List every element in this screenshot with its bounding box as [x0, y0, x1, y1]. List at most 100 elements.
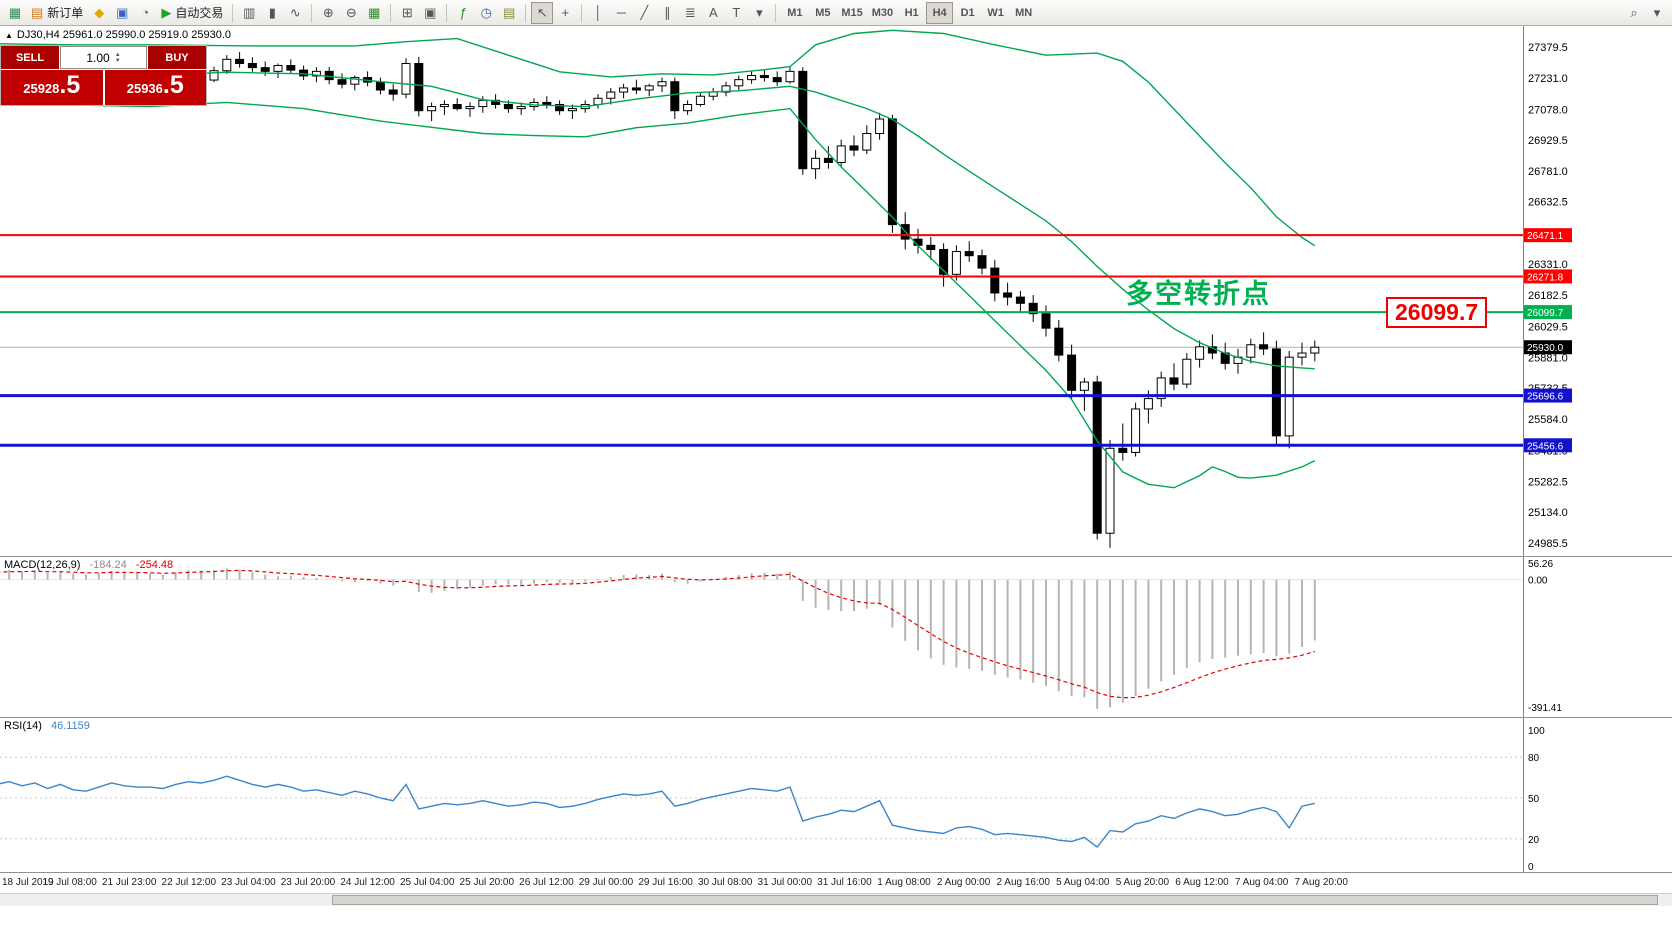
lot-stepper[interactable]: ▲ ▼ [115, 52, 121, 64]
rsi-chart[interactable]: 100 80 50 20 0 [0, 718, 1672, 872]
new-order-button[interactable]: ▤ 新订单 [27, 2, 87, 24]
time-label: 23 Jul 04:00 [221, 877, 276, 888]
price-axis-label: 27231.0 [1528, 73, 1568, 85]
candle-body [1259, 344, 1269, 350]
candle-body [951, 251, 961, 275]
fibonacci-button[interactable]: ≣ [679, 2, 701, 24]
candle-body [939, 248, 949, 275]
price-axis-label: 27078.0 [1528, 104, 1568, 116]
zoom-in-button[interactable]: ⊕ [317, 2, 339, 24]
trendline-button[interactable]: ╱ [633, 2, 655, 24]
candle-body [503, 103, 513, 110]
candle-body [1028, 302, 1038, 315]
candle-body [1246, 344, 1256, 358]
candle-body [375, 81, 385, 91]
lot-up-icon[interactable]: ▲ [114, 51, 121, 58]
label-icon: T [732, 5, 741, 20]
line-chart-button[interactable]: ∿ [284, 2, 306, 24]
toolbar-separator [775, 3, 777, 22]
rsi-panel: RSI(14) 46.1159 100 80 50 20 0 [0, 717, 1672, 872]
autotrading-button[interactable]: ▶ 自动交易 [157, 2, 227, 24]
templates-button[interactable]: ▤ [498, 2, 520, 24]
price-axis-label: 26182.5 [1528, 290, 1568, 302]
search-button[interactable]: ⌕ [1623, 2, 1645, 24]
candles [145, 52, 1320, 548]
periods-button[interactable]: ◷ [475, 2, 497, 24]
candle-body [222, 58, 232, 72]
tile-windows-button[interactable]: ⊞ [396, 2, 418, 24]
time-label: 5 Aug 20:00 [1115, 877, 1170, 888]
autotrading-icon: ▶ [161, 4, 172, 20]
channel-button[interactable]: ∥ [656, 2, 678, 24]
grid-button[interactable]: ▦ [363, 2, 385, 24]
horizontal-line-button[interactable]: ─ [610, 2, 632, 24]
candle-body [849, 145, 859, 151]
indicators-button[interactable]: ƒ [452, 2, 474, 24]
tf-m5-button[interactable]: M5 [815, 6, 831, 19]
candle-body [670, 81, 680, 112]
tf-m1-button[interactable]: M1 [787, 6, 803, 19]
candlestick-chart-button[interactable]: ▮ [261, 2, 283, 24]
rsi-value: 46.1159 [50, 720, 90, 732]
tf-m30-button[interactable]: M30 [871, 6, 894, 19]
data-window-button[interactable]: ▣ [111, 2, 133, 24]
tf-h1-button[interactable]: H1 [904, 6, 919, 19]
candle-body [606, 91, 616, 99]
new-chart-icon: ▦ [8, 4, 22, 20]
one-click-collapse-icon[interactable]: ▲ [5, 30, 13, 40]
grid-icon: ▦ [368, 4, 381, 20]
trade-prices-row: 25928.5 25936.5 [1, 70, 206, 105]
chart-title: ▲ DJ30,H4 25961.0 25990.0 25919.0 25930.… [5, 29, 231, 41]
macd-chart[interactable]: 56.26 0.00 -391.41 [0, 557, 1672, 717]
text-button[interactable]: A [702, 2, 724, 24]
macd-main-value: -184.24 [89, 559, 127, 571]
crosshair-button[interactable]: + [554, 2, 576, 24]
buy-price[interactable]: 25936.5 [104, 70, 206, 105]
candle-body [1054, 327, 1064, 356]
cursor-button[interactable]: ↖ [531, 1, 554, 24]
candle-body [683, 103, 693, 112]
rsi-scale-label: 0 [1528, 862, 1534, 872]
price-chart[interactable]: 27379.5 27231.0 27078.0 26929.5 26781.0 26632… [0, 26, 1672, 556]
rsi-name: RSI(14) [4, 720, 42, 732]
sell-price[interactable]: 25928.5 [1, 70, 103, 105]
price-axis-label: 26781.0 [1528, 166, 1568, 178]
strategy-tester-button[interactable]: ◔ [134, 2, 156, 24]
tf-m15-button[interactable]: M15 [841, 6, 863, 19]
vertical-line-button[interactable]: │ [587, 2, 609, 24]
rsi-line [0, 775, 1315, 848]
lot-down-icon[interactable]: ▼ [114, 57, 121, 64]
toolbar-separator [390, 3, 392, 22]
candle-body [555, 103, 565, 112]
vertical-line-icon: │ [594, 5, 603, 20]
new-chart-button[interactable]: ▦ [4, 2, 26, 24]
time-label: 18 Jul 2019 [2, 877, 54, 888]
candle-body [1003, 292, 1013, 298]
lot-size-value: 1.00 [86, 50, 110, 65]
more-button[interactable]: ▾ [1646, 2, 1668, 24]
scrollbar-thumb[interactable] [332, 895, 1658, 905]
tf-mn-button[interactable]: MN [1015, 6, 1033, 19]
price-axis-label: 26331.0 [1528, 259, 1568, 271]
time-axis[interactable]: 18 Jul 2019 19 Jul 08:00 21 Jul 23:00 22 Ju… [0, 872, 1672, 893]
metaeditor-button[interactable]: ◆ [88, 2, 110, 24]
candle-body [657, 81, 667, 87]
label-button[interactable]: T [725, 2, 747, 24]
auto-arrange-button[interactable]: ▣ [419, 2, 441, 24]
candle-body [875, 118, 885, 134]
candle-body [631, 87, 641, 91]
zoom-out-button[interactable]: ⊖ [340, 2, 362, 24]
sell-price-main: 25928 [23, 81, 60, 96]
shapes-button[interactable]: ▾ [748, 2, 770, 24]
candle-body [644, 85, 654, 91]
sell-button[interactable]: SELL [1, 46, 59, 69]
bar-chart-button[interactable]: ▥ [238, 2, 260, 24]
horizontal-scrollbar[interactable] [0, 893, 1672, 906]
tf-w1-button[interactable]: W1 [987, 6, 1004, 19]
tf-d1-button[interactable]: D1 [960, 6, 975, 19]
tf-h4-button[interactable]: H4 [926, 1, 954, 24]
lot-size-field[interactable]: 1.00 ▲ ▼ [60, 46, 147, 69]
periods-icon: ◷ [480, 4, 492, 20]
more-icon: ▾ [1653, 4, 1661, 20]
buy-button[interactable]: BUY [148, 46, 206, 69]
